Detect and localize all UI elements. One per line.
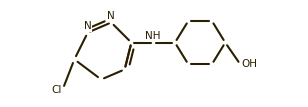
Text: OH: OH [241,59,257,69]
Text: N: N [107,11,115,21]
Text: Cl: Cl [52,85,62,95]
Text: NH: NH [145,31,161,41]
Text: N: N [84,21,92,31]
